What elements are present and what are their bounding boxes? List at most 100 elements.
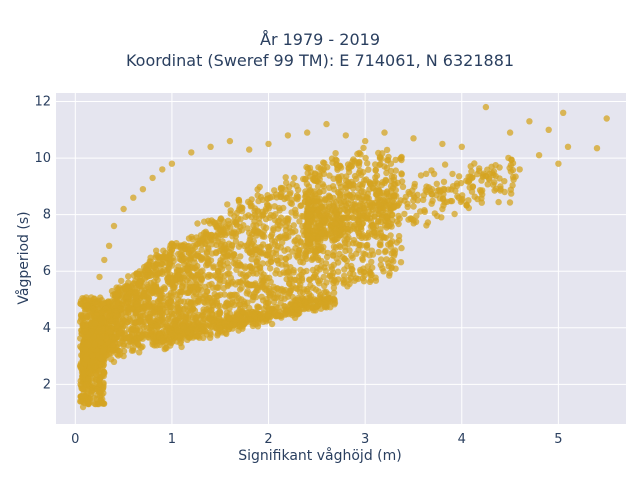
data-point: [333, 255, 340, 262]
data-point: [354, 150, 361, 158]
data-point: [254, 255, 261, 262]
data-point: [410, 217, 417, 224]
data-point: [603, 115, 610, 122]
data-point: [235, 259, 242, 266]
data-point: [367, 276, 375, 284]
data-point: [158, 260, 166, 268]
data-point: [526, 118, 533, 125]
data-point: [116, 347, 124, 355]
data-point: [363, 242, 370, 249]
data-point: [254, 192, 261, 199]
data-point: [330, 200, 337, 207]
data-point: [285, 215, 292, 222]
data-point: [119, 310, 126, 317]
data-point: [285, 310, 292, 318]
data-point: [207, 316, 214, 323]
data-point: [431, 210, 438, 217]
data-point: [165, 315, 172, 323]
data-point: [205, 231, 212, 238]
data-point: [397, 259, 405, 266]
data-point: [149, 174, 156, 182]
data-point: [254, 228, 262, 235]
data-point: [354, 159, 361, 167]
data-point: [271, 203, 278, 210]
data-point: [80, 302, 87, 310]
data-point: [335, 196, 343, 204]
data-point: [136, 318, 143, 326]
data-point: [225, 264, 232, 271]
data-point: [171, 277, 178, 284]
data-point: [308, 206, 315, 214]
data-point: [295, 234, 302, 241]
data-point: [393, 239, 401, 246]
data-point: [77, 398, 84, 405]
data-point: [119, 300, 126, 307]
chart-title-line-1: År 1979 - 2019: [260, 30, 380, 49]
data-point: [393, 218, 401, 225]
data-point: [331, 301, 338, 308]
data-point: [199, 234, 207, 241]
data-point: [245, 316, 252, 324]
data-point: [279, 239, 286, 246]
data-point: [349, 254, 356, 262]
data-point: [93, 312, 100, 319]
data-point: [86, 369, 94, 377]
data-point: [100, 400, 107, 407]
data-point: [257, 314, 264, 322]
data-point: [120, 205, 127, 213]
data-point: [292, 206, 299, 213]
data-point: [293, 252, 300, 259]
data-point: [296, 218, 303, 225]
data-point: [317, 300, 324, 307]
data-point: [304, 169, 311, 177]
data-point: [117, 305, 124, 313]
data-point: [226, 137, 234, 145]
data-point: [509, 159, 517, 167]
data-point: [437, 187, 444, 195]
data-point: [330, 289, 338, 296]
data-point: [205, 217, 212, 224]
data-point: [272, 241, 279, 248]
data-point: [147, 327, 155, 334]
data-point: [181, 241, 188, 248]
data-point: [341, 255, 348, 263]
data-point: [330, 284, 338, 291]
data-point: [226, 249, 233, 256]
data-point: [458, 197, 465, 204]
y-axis-label: Vågperiod (s): [16, 211, 32, 305]
data-point: [130, 272, 137, 279]
data-point: [372, 161, 379, 168]
data-point: [564, 143, 572, 150]
data-point: [377, 160, 384, 168]
data-point: [306, 211, 313, 219]
data-point: [371, 229, 378, 236]
data-point: [233, 291, 240, 299]
data-point: [314, 238, 321, 246]
data-point: [347, 182, 354, 189]
data-point: [236, 286, 244, 293]
data-point: [159, 270, 166, 277]
data-point: [341, 266, 348, 273]
data-point: [516, 166, 523, 173]
data-point: [203, 262, 210, 269]
data-point: [428, 200, 435, 207]
data-point: [178, 288, 185, 295]
data-point: [291, 174, 298, 182]
data-point: [272, 250, 280, 258]
data-point: [465, 197, 472, 204]
data-point: [118, 277, 125, 285]
data-point: [160, 318, 167, 325]
data-point: [301, 299, 309, 306]
data-point: [381, 129, 388, 136]
data-point: [147, 272, 154, 279]
data-point: [270, 212, 277, 219]
data-point: [555, 160, 562, 167]
data-point: [315, 256, 322, 264]
data-point: [482, 103, 490, 111]
data-point: [439, 205, 446, 213]
data-point: [150, 263, 158, 271]
x-tick-label: 0: [71, 432, 79, 447]
data-point: [484, 181, 491, 188]
data-point: [440, 178, 448, 185]
data-point: [297, 258, 304, 265]
